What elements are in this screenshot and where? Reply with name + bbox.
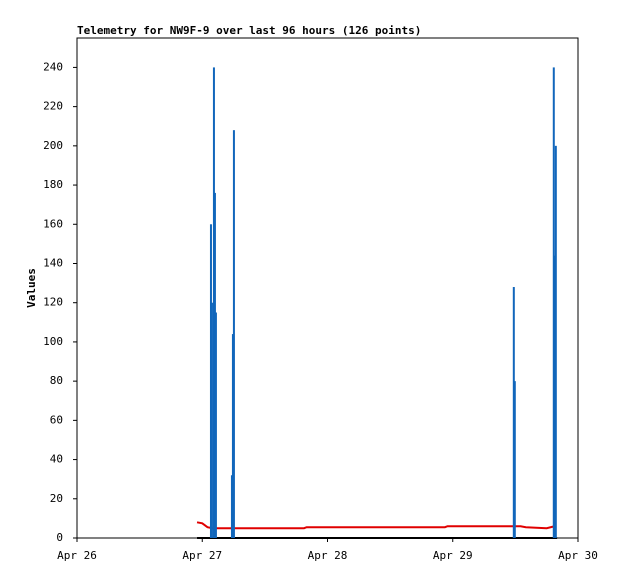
y-tick-label: 180 xyxy=(43,178,63,191)
spike xyxy=(554,145,557,538)
spike xyxy=(210,302,213,538)
y-tick-label: 20 xyxy=(50,492,63,505)
x-tick-label: Apr 26 xyxy=(57,549,97,562)
y-tick-label: 60 xyxy=(50,413,63,426)
y-tick-label: 220 xyxy=(43,100,63,113)
chart-title: Telemetry for NW9F-9 over last 96 hours … xyxy=(77,24,421,37)
y-tick-label: 0 xyxy=(56,531,63,544)
plot-frame xyxy=(76,37,579,539)
spike xyxy=(513,381,516,538)
y-axis-label: Values xyxy=(25,268,38,308)
spike xyxy=(552,67,555,538)
x-tick-label: Apr 30 xyxy=(558,549,598,562)
y-tick-label: 120 xyxy=(43,296,63,309)
y-tick-label: 80 xyxy=(50,374,63,387)
y-tick-label: 240 xyxy=(43,60,63,73)
y-tick-label: 140 xyxy=(43,256,63,269)
spike xyxy=(232,130,235,538)
x-tick-label: Apr 27 xyxy=(182,549,222,562)
y-tick-label: 100 xyxy=(43,335,63,348)
x-tick-label: Apr 29 xyxy=(433,549,473,562)
y-tick-label: 160 xyxy=(43,217,63,230)
series-line xyxy=(196,521,555,530)
x-tick-label: Apr 28 xyxy=(308,549,348,562)
spike xyxy=(214,312,217,538)
y-tick-label: 40 xyxy=(50,453,63,466)
y-tick-label: 200 xyxy=(43,139,63,152)
